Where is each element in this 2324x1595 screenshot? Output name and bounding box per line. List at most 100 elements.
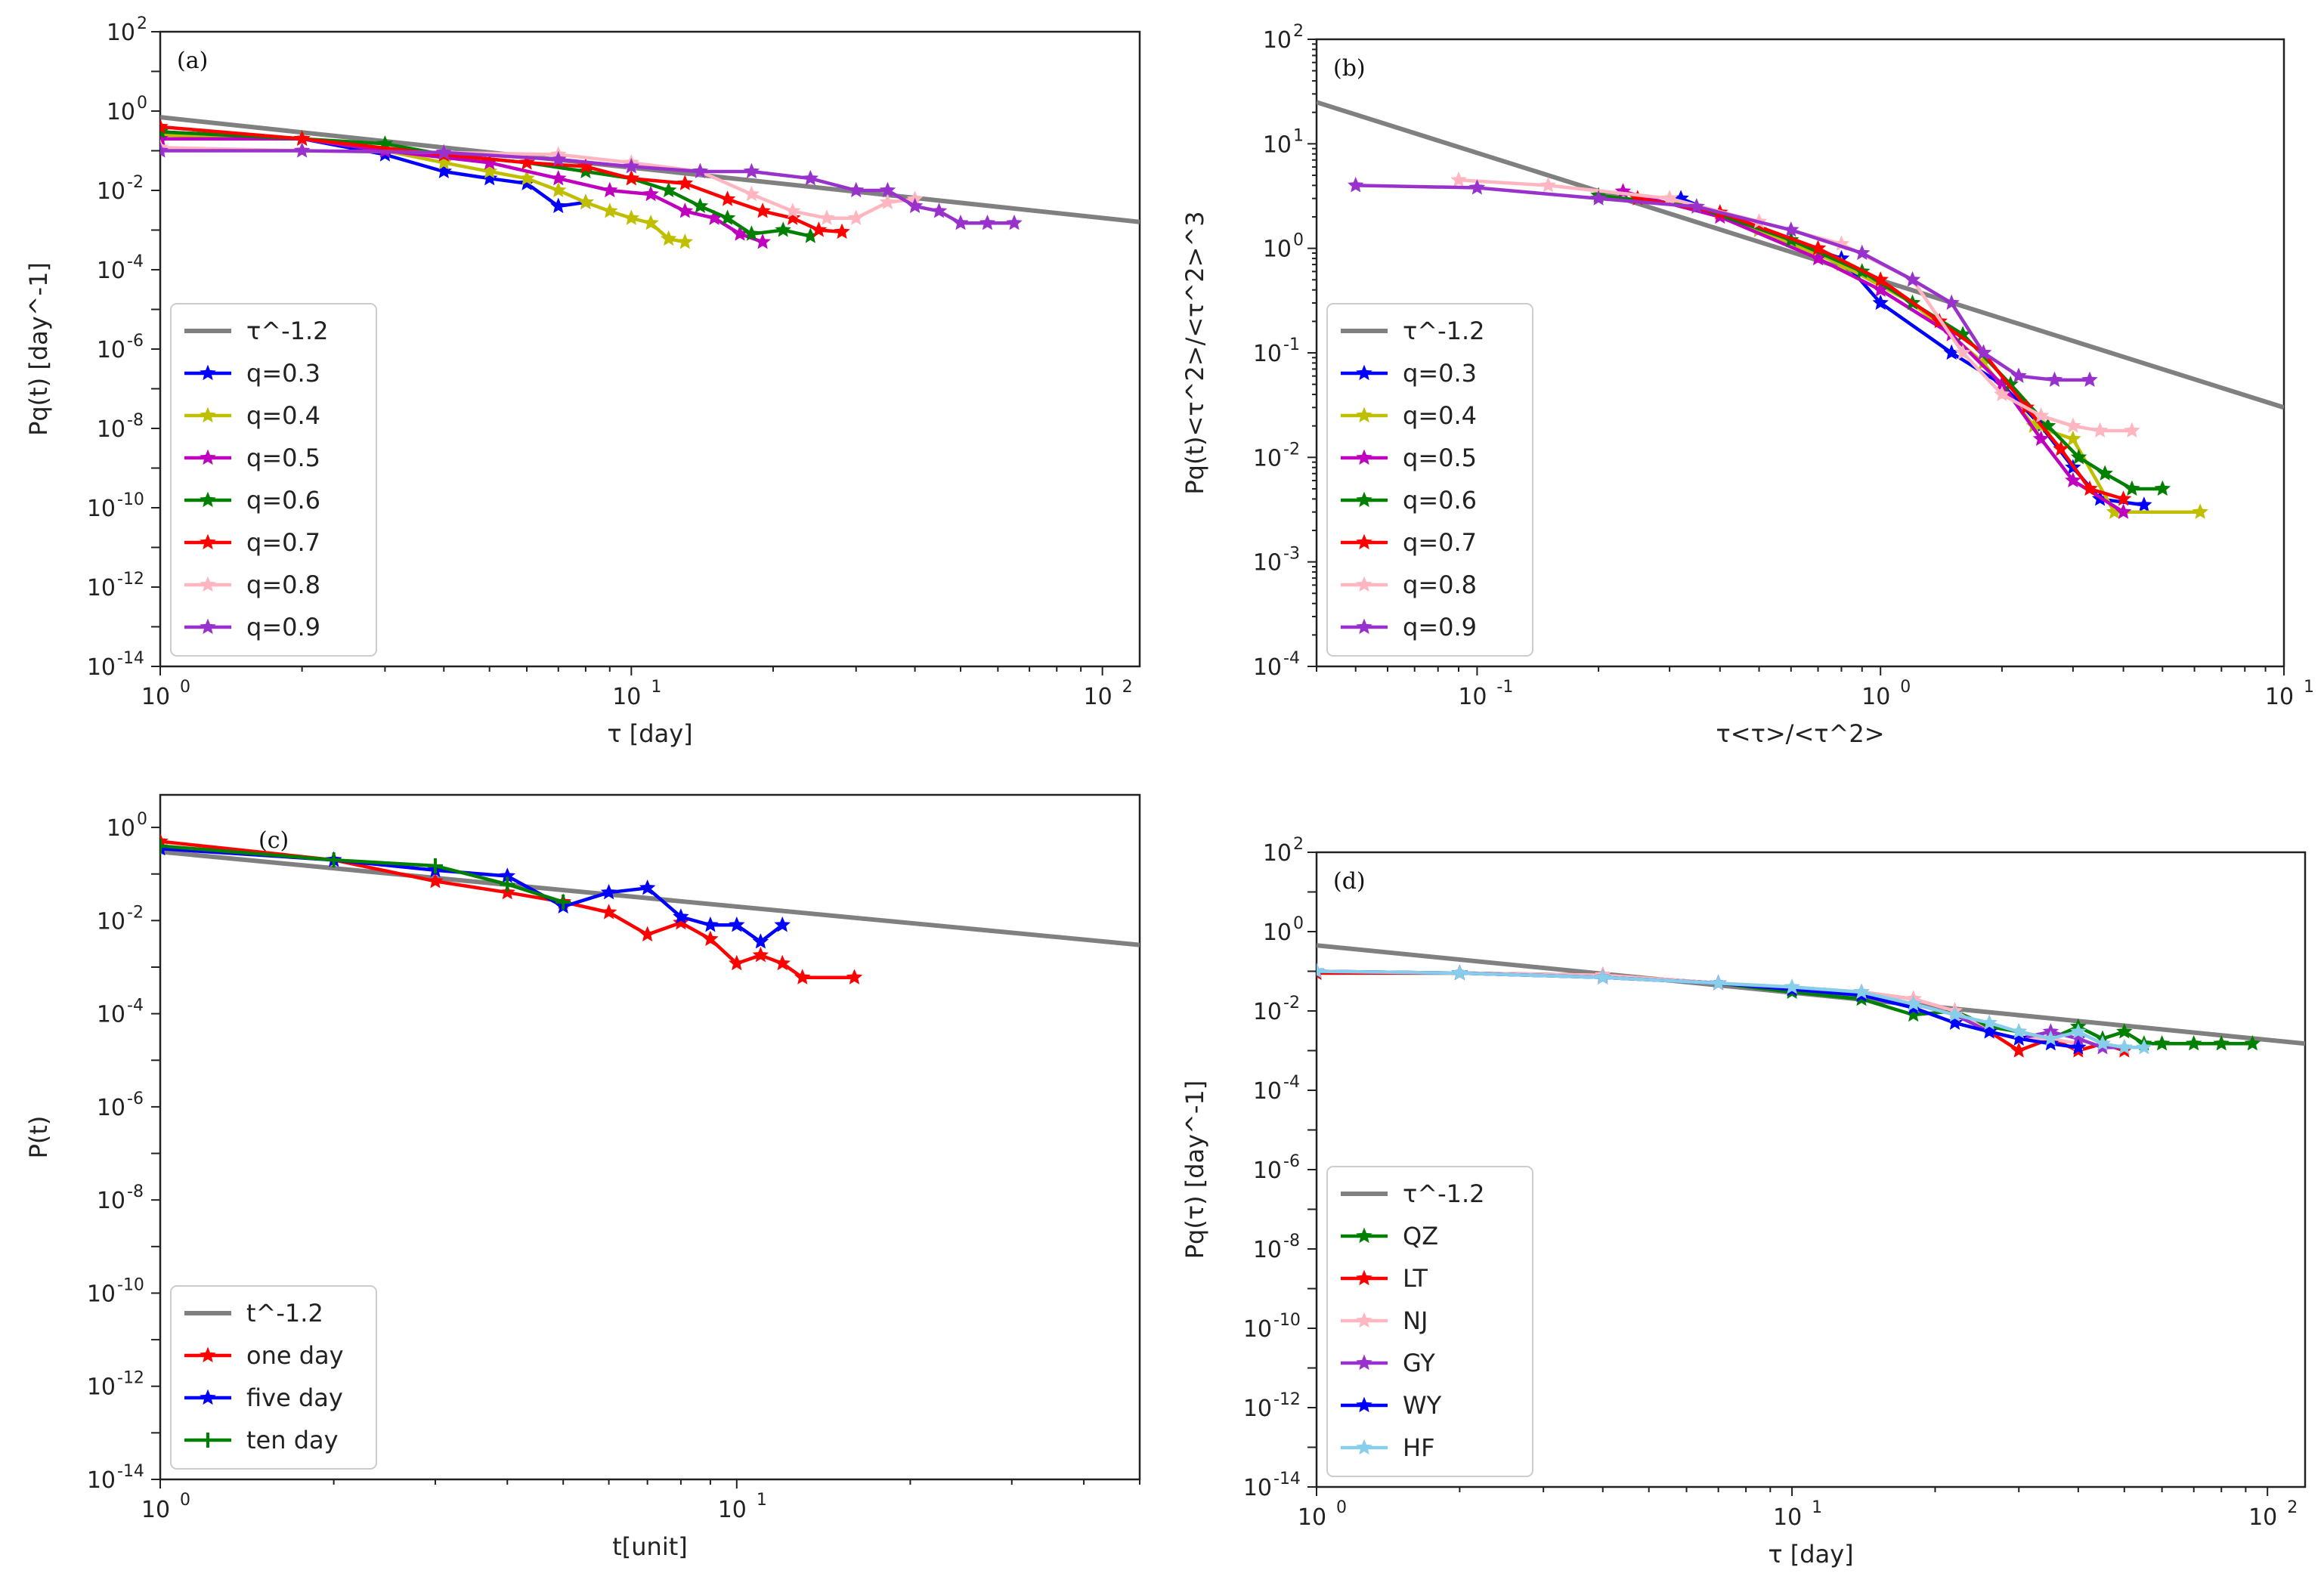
x-tick-exponent: 0: [1900, 678, 1911, 697]
legend-label: q=0.9: [1403, 613, 1477, 641]
data-point: [2153, 1035, 2171, 1051]
legend-marker: [200, 449, 216, 465]
data-point: [2094, 1035, 2111, 1051]
y-tick-label: 10: [107, 815, 135, 842]
data-point: [2115, 490, 2132, 506]
y-tick-exponent: -6: [127, 1090, 144, 1108]
data-point: [719, 209, 736, 225]
data-point: [623, 158, 640, 174]
data-point: [729, 954, 745, 971]
legend-label: WY: [1403, 1391, 1442, 1420]
data-point: [518, 169, 535, 186]
data-point: [550, 181, 567, 198]
legend-box: [1326, 303, 1533, 657]
legend-label: q=0.9: [246, 613, 320, 641]
y-tick-label: 10: [87, 1374, 116, 1401]
legend-label: ten day: [246, 1426, 339, 1454]
fit-line: [160, 115, 1140, 224]
data-point: [2154, 480, 2171, 496]
legend-marker: [1356, 576, 1372, 592]
legend-label: GY: [1403, 1349, 1435, 1377]
y-tick-label: 10: [1263, 920, 1292, 946]
data-point: [754, 233, 771, 249]
data-point: [2010, 367, 2027, 383]
data-point: [1853, 983, 1870, 1000]
y-tick-exponent: 1: [1293, 126, 1304, 145]
data-point: [1943, 294, 1960, 311]
data-point: [550, 150, 567, 167]
legend-item: q=0.4: [1341, 401, 1477, 430]
data-point: [2070, 448, 2087, 465]
x-tick-exponent: 2: [1122, 678, 1133, 697]
y-tick-exponent: -6: [127, 332, 144, 351]
data-point: [2136, 496, 2152, 512]
legend-label: q=0.8: [246, 570, 320, 599]
legend-item: HF: [1341, 1433, 1434, 1462]
legend-marker: [200, 618, 216, 635]
chart-panel-b: 10 -1 10 0 10 110 210 110 010 -110 -210 -310 -4τ<τ>/…: [1181, 22, 2314, 748]
data-point: [2136, 1038, 2152, 1055]
legend-label: q=0.7: [246, 528, 320, 557]
data-point: [160, 142, 169, 158]
y-tick-label: 10: [1253, 1158, 1282, 1184]
fit-line: [160, 849, 1140, 947]
panel-label: (b): [1333, 55, 1366, 82]
data-point: [702, 930, 719, 947]
legend-marker: [200, 364, 216, 381]
y-tick-label: 10: [87, 1281, 116, 1307]
y-tick-label: 10: [1253, 445, 1282, 471]
y-tick-exponent: -8: [127, 411, 144, 430]
y-tick-exponent: -10: [117, 490, 144, 509]
legend-marker: [200, 491, 216, 508]
x-axis-label: t[unit]: [612, 1532, 688, 1561]
legend-item: τ^-1.2: [1341, 317, 1485, 345]
y-tick-label: 10: [1263, 236, 1292, 263]
data-point: [847, 181, 865, 198]
series-line: [1355, 184, 2090, 382]
data-point: [2042, 1030, 2059, 1046]
data-point: [754, 202, 771, 218]
y-tick-label: 10: [1253, 550, 1282, 576]
y-tick-label: 10: [97, 1188, 125, 1214]
data-point: [2213, 1035, 2230, 1051]
data-point: [481, 162, 498, 179]
y-tick-exponent: -10: [1273, 1311, 1301, 1330]
data-point: [1809, 240, 1827, 255]
plot-data: [160, 115, 1140, 249]
x-tick-exponent: 0: [180, 1491, 190, 1510]
y-tick-exponent: -12: [117, 570, 144, 589]
x-tick-exponent: -1: [1496, 678, 1513, 697]
data-point: [1904, 270, 1921, 287]
data-point: [702, 916, 719, 932]
legend-marker: [1356, 533, 1372, 550]
y-tick-label: 10: [97, 1095, 125, 1121]
x-tick-label: 10: [718, 1497, 747, 1523]
y-tick-exponent: -4: [127, 252, 144, 271]
x-tick-exponent: 0: [180, 678, 190, 697]
data-point: [784, 202, 801, 218]
data-point: [1590, 190, 1607, 206]
y-tick-exponent: -2: [127, 903, 144, 922]
data-point: [660, 181, 677, 198]
x-tick-exponent: 1: [1812, 1498, 1822, 1517]
y-tick-exponent: -12: [117, 1369, 144, 1388]
y-tick-label: 10: [1253, 1078, 1282, 1105]
y-tick-label: 10: [97, 258, 125, 284]
legend-marker: [1356, 1312, 1372, 1328]
data-point: [1905, 1006, 1922, 1022]
data-point: [2116, 1023, 2133, 1039]
y-tick-exponent: -12: [1273, 1390, 1301, 1409]
x-tick-label: 10: [1458, 684, 1487, 710]
data-point: [639, 879, 656, 895]
data-point: [1317, 963, 1325, 978]
y-tick-label: 10: [1253, 999, 1282, 1025]
legend-item: q=0.6: [184, 486, 320, 515]
y-tick-label: 10: [1263, 131, 1292, 158]
data-point: [676, 233, 694, 249]
data-point: [427, 873, 444, 889]
panel-label: (a): [177, 48, 208, 74]
y-tick-exponent: 2: [1293, 22, 1304, 41]
data-point: [1872, 270, 1889, 287]
